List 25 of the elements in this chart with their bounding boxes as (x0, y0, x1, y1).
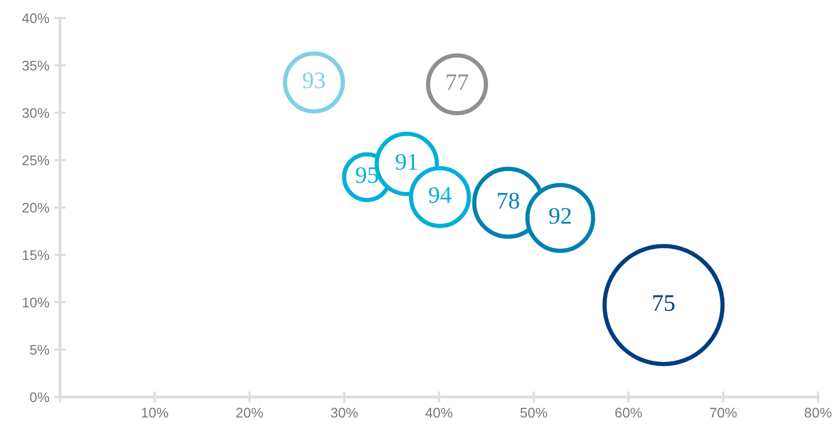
x-tick-label: 50% (520, 408, 548, 418)
x-tick-label: 80% (804, 408, 832, 418)
annotation: 75 (653, 295, 674, 312)
annotation: 91 (396, 154, 418, 170)
x-tick-label: 20% (236, 408, 263, 418)
y-tick-label: 25% (22, 155, 50, 166)
annotation: 77 (446, 74, 468, 90)
annotation: 78 (498, 192, 520, 209)
y-tick-label: 30% (22, 108, 50, 118)
x-tick-label: 60% (615, 408, 642, 418)
y-tick-label: 10% (22, 298, 50, 308)
annotation: 94 (428, 187, 452, 203)
y-tick-label: 20% (22, 202, 50, 213)
x-tick-label: 10% (142, 408, 168, 418)
annotation: 93 (302, 72, 325, 88)
y-tick-label: 0% (30, 392, 50, 402)
y-tick-label: 35% (22, 60, 50, 71)
y-tick-label: 15% (22, 250, 50, 260)
x-tick-label: 70% (710, 408, 737, 418)
x-tick-label: 30% (330, 408, 358, 418)
y-tick-label: 40% (22, 13, 50, 24)
annotation: 95 (356, 167, 378, 184)
y-tick-label: 5% (30, 345, 50, 355)
annotation: 92 (549, 208, 571, 224)
x-tick-label: 40% (425, 408, 452, 418)
